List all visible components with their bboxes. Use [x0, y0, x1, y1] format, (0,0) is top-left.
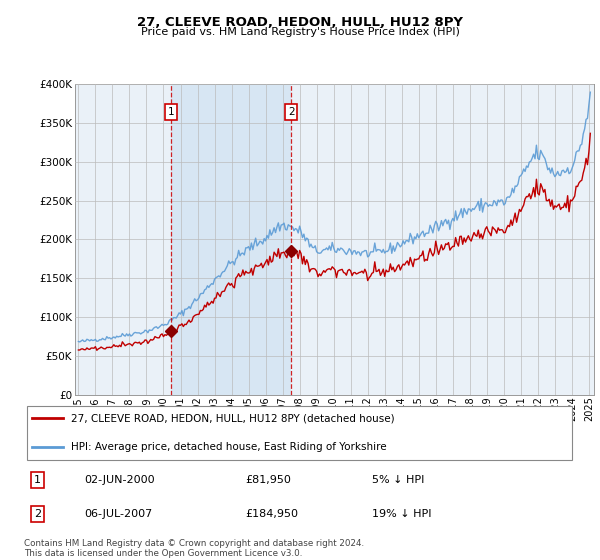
Bar	[170, 84, 291, 395]
Text: 27, CLEEVE ROAD, HEDON, HULL, HU12 8PY: 27, CLEEVE ROAD, HEDON, HULL, HU12 8PY	[137, 16, 463, 29]
Text: Price paid vs. HM Land Registry's House Price Index (HPI): Price paid vs. HM Land Registry's House …	[140, 27, 460, 37]
Text: 5% ↓ HPI: 5% ↓ HPI	[372, 475, 424, 485]
Text: 2: 2	[34, 509, 41, 519]
Text: 27, CLEEVE ROAD, HEDON, HULL, HU12 8PY (detached house): 27, CLEEVE ROAD, HEDON, HULL, HU12 8PY (…	[71, 413, 395, 423]
Text: HPI: Average price, detached house, East Riding of Yorkshire: HPI: Average price, detached house, East…	[71, 442, 386, 452]
Text: 1: 1	[167, 107, 174, 117]
Text: £184,950: £184,950	[245, 509, 298, 519]
Text: 1: 1	[34, 475, 41, 485]
Text: Contains HM Land Registry data © Crown copyright and database right 2024.
This d: Contains HM Land Registry data © Crown c…	[24, 539, 364, 558]
Text: 2: 2	[288, 107, 295, 117]
Text: £81,950: £81,950	[245, 475, 290, 485]
FancyBboxPatch shape	[27, 405, 572, 460]
Text: 02-JUN-2000: 02-JUN-2000	[85, 475, 155, 485]
Text: 06-JUL-2007: 06-JUL-2007	[85, 509, 153, 519]
Text: 19% ↓ HPI: 19% ↓ HPI	[372, 509, 431, 519]
